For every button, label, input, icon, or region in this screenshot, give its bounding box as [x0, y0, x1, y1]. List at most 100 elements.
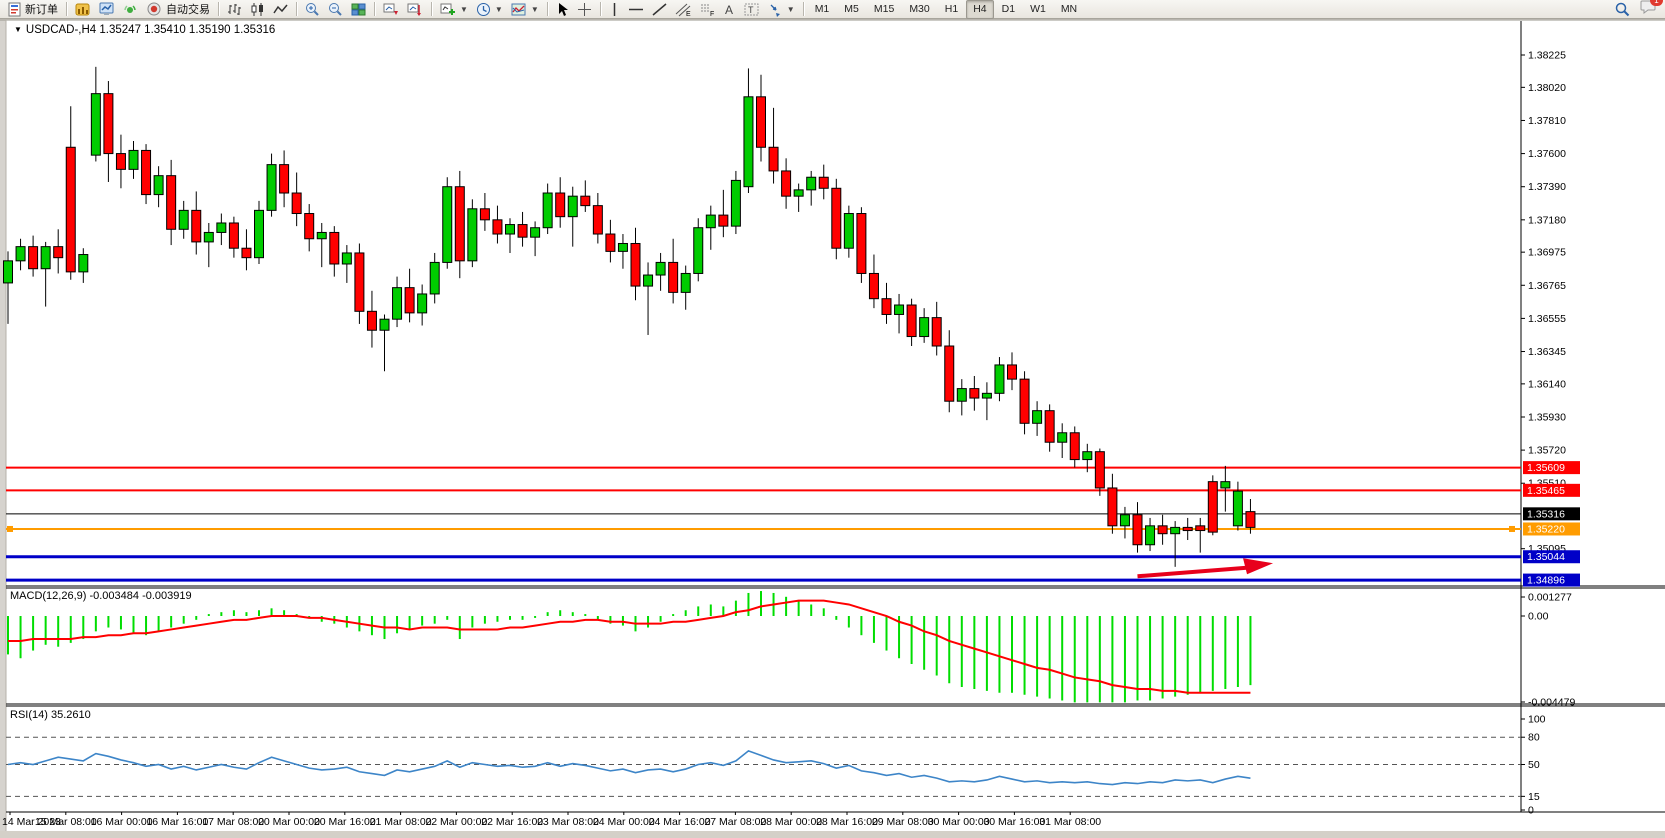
- candle-body[interactable]: [1107, 487, 1118, 527]
- candle-body[interactable]: [818, 176, 829, 189]
- candle-body[interactable]: [417, 293, 428, 314]
- candle-body[interactable]: [956, 388, 967, 402]
- candle-body[interactable]: [78, 254, 89, 273]
- candle-body[interactable]: [505, 224, 515, 235]
- candle-body[interactable]: [366, 310, 377, 331]
- candle-body[interactable]: [1019, 378, 1030, 424]
- time-tick-label[interactable]: 24 Mar 16:00: [649, 816, 711, 828]
- line-chart-button[interactable]: [269, 0, 292, 19]
- candle-body[interactable]: [141, 149, 152, 196]
- candle-body[interactable]: [730, 179, 741, 227]
- timeframe-button-m15[interactable]: M15: [873, 2, 895, 15]
- label-button[interactable]: T: [740, 0, 764, 19]
- fibonacci-button[interactable]: F: [695, 0, 719, 19]
- chart-window-button[interactable]: [71, 0, 95, 19]
- candle-body[interactable]: [266, 164, 277, 211]
- time-tick-label[interactable]: 22 Mar 00:00: [425, 816, 487, 828]
- candle-body[interactable]: [868, 272, 879, 300]
- candle-body[interactable]: [705, 214, 716, 229]
- candle-body[interactable]: [1182, 526, 1193, 532]
- chart-canvas[interactable]: 1.38225 1.38020 1.37810 1.37600 1.37390 1.371…: [0, 19, 1665, 838]
- candle-body[interactable]: [228, 222, 239, 249]
- crosshair-button[interactable]: [573, 0, 596, 19]
- tile-windows-button[interactable]: [347, 0, 370, 19]
- timeframe-button-h1[interactable]: H1: [944, 2, 959, 15]
- candle-body[interactable]: [592, 205, 603, 235]
- candle-body[interactable]: [1195, 525, 1206, 532]
- candle-body[interactable]: [241, 247, 252, 259]
- candle-body[interactable]: [103, 93, 114, 155]
- candle-body[interactable]: [881, 298, 892, 315]
- time-tick-label[interactable]: 16 Mar 00:00: [91, 816, 153, 828]
- candle-body[interactable]: [530, 227, 541, 238]
- candle-body[interactable]: [617, 242, 628, 252]
- candle-body[interactable]: [981, 392, 992, 399]
- time-tick-label[interactable]: 29 Mar 08:00: [872, 816, 934, 828]
- candle-body[interactable]: [454, 186, 465, 262]
- candle-body[interactable]: [1132, 514, 1143, 546]
- timeframe-button-m30[interactable]: M30: [909, 2, 930, 15]
- candle-body[interactable]: [567, 195, 578, 218]
- candle-body[interactable]: [668, 261, 679, 293]
- time-tick-label[interactable]: 28 Mar 16:00: [816, 816, 878, 828]
- candle-body[interactable]: [1069, 432, 1080, 461]
- hline-handle-left[interactable]: [7, 525, 13, 532]
- candle-body[interactable]: [304, 213, 315, 240]
- horizontal-line-button[interactable]: [624, 0, 648, 19]
- time-tick-label[interactable]: 23 Mar 08:00: [537, 816, 599, 828]
- candle-body[interactable]: [203, 231, 214, 243]
- time-tick-label[interactable]: 21 Mar 08:00: [370, 816, 432, 828]
- candle-body[interactable]: [1057, 432, 1068, 443]
- time-tick-label[interactable]: 31 Mar 08:00: [1039, 816, 1101, 828]
- text-button[interactable]: A: [719, 0, 740, 19]
- candle-body[interactable]: [630, 242, 641, 287]
- notifications-button[interactable]: 1: [1640, 0, 1663, 19]
- candle-body[interactable]: [392, 287, 403, 320]
- candle-body[interactable]: [806, 176, 817, 191]
- candle-body[interactable]: [655, 261, 666, 276]
- timeframe-button-m1[interactable]: M1: [814, 2, 830, 15]
- candle-body[interactable]: [178, 209, 189, 230]
- candle-body[interactable]: [379, 318, 390, 331]
- candle-body[interactable]: [580, 195, 591, 207]
- candle-body[interactable]: [605, 233, 616, 252]
- candle-body[interactable]: [254, 209, 264, 259]
- candle-body[interactable]: [906, 304, 917, 338]
- candle-body[interactable]: [931, 317, 942, 347]
- candle-body[interactable]: [128, 149, 139, 170]
- market-watch-button[interactable]: [95, 0, 119, 19]
- time-tick-label[interactable]: 28 Mar 00:00: [760, 816, 822, 828]
- candle-body[interactable]: [442, 186, 453, 263]
- candle-body[interactable]: [1007, 364, 1017, 380]
- candle-body[interactable]: [1170, 526, 1181, 535]
- candle-body[interactable]: [354, 252, 365, 312]
- candle-body[interactable]: [65, 146, 76, 273]
- search-icon[interactable]: [1615, 2, 1630, 17]
- candle-body[interactable]: [756, 96, 766, 148]
- candle-body[interactable]: [191, 209, 202, 243]
- candle-body[interactable]: [291, 192, 302, 215]
- vertical-line-button[interactable]: [605, 0, 624, 19]
- time-tick-label[interactable]: 17 Mar 08:00: [202, 816, 264, 828]
- time-tick-label[interactable]: 20 Mar 00:00: [258, 816, 320, 828]
- candle-body[interactable]: [153, 175, 164, 196]
- candle-body[interactable]: [1207, 481, 1218, 533]
- arrows-dropdown[interactable]: ▼: [764, 0, 799, 19]
- auto-trading-button[interactable]: 自动交易: [143, 0, 214, 19]
- timeframe-button-d1[interactable]: D1: [1001, 2, 1016, 15]
- time-tick-label[interactable]: 27 Mar 08:00: [704, 816, 766, 828]
- candle-body[interactable]: [994, 364, 1005, 394]
- zoom-in-button[interactable]: [301, 0, 324, 19]
- candle-body[interactable]: [166, 175, 177, 230]
- trendline-button[interactable]: [648, 0, 671, 19]
- time-tick-label[interactable]: 15 Mar 08:00: [35, 816, 97, 828]
- candle-body[interactable]: [1094, 451, 1105, 489]
- candle-body[interactable]: [279, 164, 290, 194]
- candle-body[interactable]: [831, 187, 842, 249]
- candle-body[interactable]: [216, 222, 227, 233]
- candle-body[interactable]: [404, 287, 415, 314]
- candle-body[interactable]: [517, 224, 528, 238]
- candle-body[interactable]: [781, 170, 792, 197]
- candle-body[interactable]: [856, 213, 867, 274]
- new-chart-dropdown[interactable]: ▼: [436, 0, 472, 19]
